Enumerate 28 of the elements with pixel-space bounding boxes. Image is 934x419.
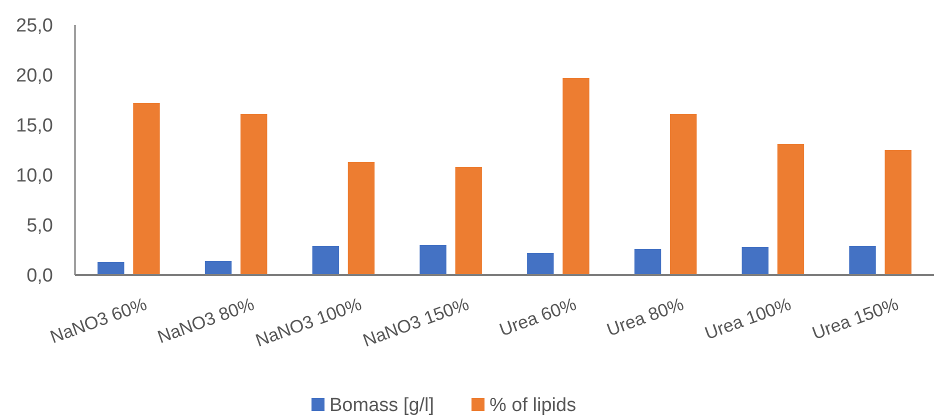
- bar: [562, 78, 590, 275]
- bar: [742, 247, 768, 275]
- bar: [133, 103, 160, 275]
- bar: [777, 144, 804, 275]
- x-tick-label: Urea 150%: [810, 294, 901, 344]
- bar: [670, 114, 697, 275]
- y-tick-label: 15,0: [16, 116, 53, 137]
- x-tick-label: Urea 60%: [496, 294, 579, 340]
- bar: [455, 167, 482, 275]
- bar: [98, 262, 124, 275]
- y-tick-label: 5,0: [26, 216, 53, 237]
- bar: [849, 246, 876, 275]
- bar: [204, 261, 232, 275]
- bar: [348, 162, 375, 275]
- bar: [240, 114, 268, 275]
- y-tick-label: 25,0: [16, 16, 53, 37]
- bar: [527, 253, 554, 275]
- y-tick-label: 20,0: [16, 66, 53, 87]
- y-tick-label: 0,0: [26, 266, 53, 287]
- bar: [634, 249, 662, 275]
- bar: [884, 150, 912, 275]
- bar: [312, 246, 339, 275]
- legend-label: Bomass [g/l]: [330, 395, 434, 416]
- x-tick-label: Urea 100%: [702, 294, 794, 344]
- legend-label: % of lipids: [490, 395, 576, 416]
- bar: [420, 245, 446, 275]
- x-tick-label: Urea 80%: [604, 294, 686, 340]
- y-tick-label: 10,0: [16, 166, 53, 187]
